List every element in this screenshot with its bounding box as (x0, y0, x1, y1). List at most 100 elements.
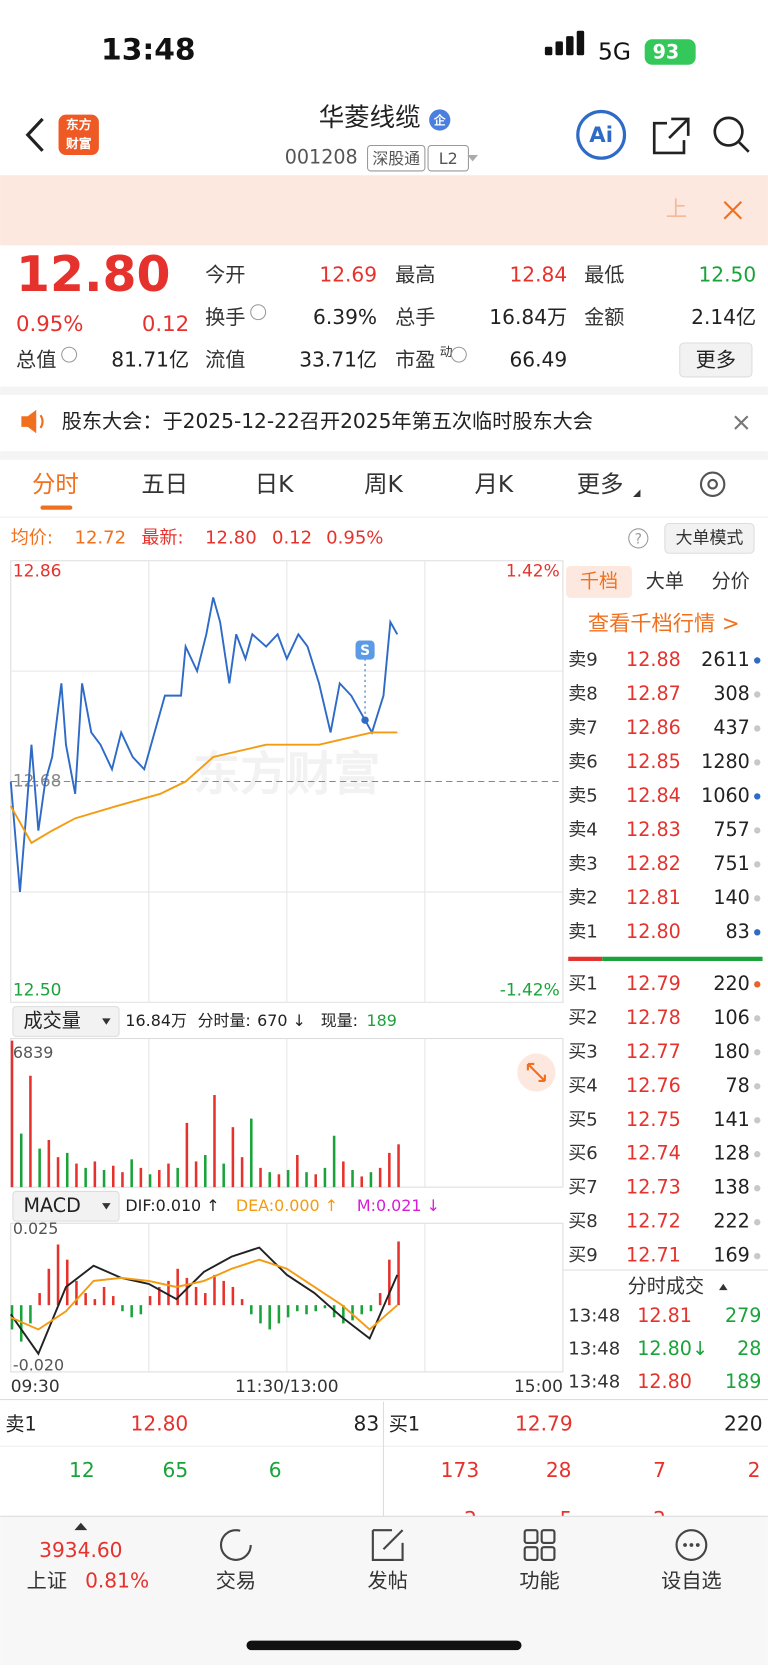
trade-volume: 28 (737, 1337, 761, 1360)
ask-label: 卖1 (5, 1413, 36, 1436)
last-price: 12.80 (16, 246, 170, 303)
nav-item[interactable]: 发帖 (368, 1569, 408, 1593)
tag: 深股通 (372, 149, 420, 168)
signal-bar (544, 46, 553, 56)
stat-value: 33.71亿 (299, 348, 377, 372)
nav-item[interactable]: 交易 (216, 1569, 256, 1593)
ask-volume: 83 (354, 1412, 380, 1436)
bid-tick: 173 (441, 1458, 479, 1482)
macd-title: MACD (23, 1194, 80, 1217)
ob-dot (754, 691, 761, 698)
ask-tick: 65 (163, 1458, 189, 1482)
tab[interactable]: 日K (255, 470, 294, 498)
dropdown[interactable] (467, 155, 478, 162)
settings-button[interactable] (699, 471, 726, 497)
bid-price: 12.79 (515, 1412, 573, 1436)
bid-volume: 220 (724, 1412, 762, 1436)
volume-bar (194, 1161, 198, 1188)
ob-dot (754, 861, 761, 868)
stat-label: 流值 (205, 348, 245, 372)
ob-split-red (568, 956, 603, 961)
logo-text: 财富 (65, 136, 91, 152)
macd-selector[interactable] (12, 1190, 120, 1222)
back-button[interactable] (25, 117, 44, 152)
mode-button[interactable] (664, 522, 755, 554)
macd-bar (38, 1293, 41, 1306)
ob-volume: 222 (713, 1210, 749, 1233)
ai-button[interactable] (576, 109, 627, 160)
ob-dot (754, 1049, 761, 1056)
legend-entry: DEA:0.000 ↑ (236, 1196, 338, 1215)
index-value[interactable]: 3934.60 (39, 1538, 122, 1562)
stat-label: 最高 (395, 263, 435, 287)
ob-tab[interactable]: 千档 (580, 569, 618, 592)
tab[interactable]: 周K (364, 470, 403, 498)
ob-price: 12.76 (626, 1074, 681, 1097)
tab[interactable]: 五日 (141, 470, 188, 498)
volume-bar (296, 1155, 299, 1188)
stat-label: 今开 (205, 263, 245, 287)
battery-level: 93 (653, 41, 680, 64)
nav-item[interactable]: 功能 (519, 1569, 559, 1593)
latest-change: 0.12 (272, 527, 312, 548)
more-button[interactable] (679, 342, 753, 378)
macd-bar (314, 1305, 317, 1312)
ob-volume: 1060 (701, 784, 750, 807)
info-icon (450, 346, 467, 363)
volume-bar (360, 1176, 364, 1188)
ob-level: 卖3 (568, 853, 598, 874)
search-button[interactable] (713, 116, 744, 147)
banner-close[interactable] (723, 201, 743, 220)
tab[interactable]: 分时 (32, 470, 79, 498)
ob-price: 12.86 (626, 716, 681, 739)
ob-level: 买9 (568, 1245, 598, 1266)
macd-bar (250, 1305, 253, 1315)
ob-tab-active (566, 565, 632, 598)
ob-dot (754, 1151, 761, 1158)
share-button[interactable] (652, 117, 690, 155)
tab[interactable]: 月K (475, 470, 514, 498)
ob-volume: 128 (713, 1142, 749, 1165)
notice-close[interactable] (734, 415, 749, 430)
nav-icon (371, 1529, 404, 1561)
ob-volume: 751 (713, 852, 749, 875)
ob-dot (754, 827, 761, 834)
ob-volume: 757 (713, 818, 749, 841)
ob-level: 卖2 (568, 887, 598, 908)
ob-level: 买7 (568, 1177, 598, 1198)
volume-bar (222, 1163, 225, 1188)
stock-code: 001208 (285, 146, 358, 169)
tag-box (427, 144, 469, 172)
ob-level: 卖4 (568, 819, 598, 840)
ob-tab[interactable]: 分价 (712, 569, 750, 592)
ob-dot (754, 725, 761, 732)
nav-item[interactable]: 设自选 (661, 1569, 721, 1593)
ob-tab[interactable]: 大单 (646, 569, 684, 592)
stat-label: 最低 (584, 263, 624, 287)
tab[interactable]: 更多 (577, 470, 624, 498)
ai-text: Ai (589, 123, 613, 148)
grid (10, 560, 563, 1372)
macd-bar (65, 1259, 69, 1306)
bid-label: 买1 (389, 1413, 420, 1436)
volume-bar (286, 1170, 290, 1188)
macd-bar (240, 1299, 244, 1306)
avg-value: 12.72 (74, 527, 126, 548)
volume-bar (38, 1148, 41, 1188)
help-text: ? (635, 531, 642, 547)
volume-bar (84, 1167, 87, 1188)
trades-title: 分时成交 (628, 1274, 704, 1297)
stat-label: 市盈 (395, 348, 435, 372)
ob-price: 12.75 (626, 1108, 681, 1131)
trade-time: 13:48 (568, 1372, 620, 1393)
macd-bar (369, 1305, 373, 1312)
nav-icon-dot (683, 1543, 687, 1547)
ob-link[interactable]: 查看千档行情 > (588, 611, 740, 636)
volume-selector[interactable] (12, 1006, 120, 1037)
home-indicator (246, 1640, 522, 1651)
volume-bar (75, 1163, 78, 1188)
ob-volume: 437 (713, 716, 749, 739)
y-tick-label: 6839 (13, 1043, 53, 1062)
nav-icon-dot (689, 1543, 694, 1547)
trade-price: 12.81 (637, 1304, 692, 1327)
